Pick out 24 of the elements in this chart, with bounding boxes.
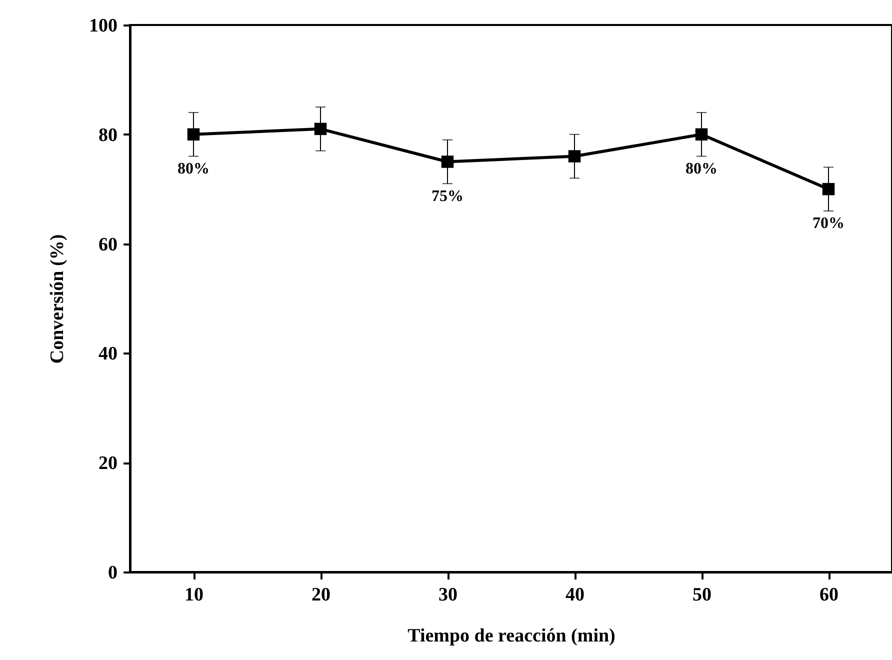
data-label: 80% — [686, 160, 718, 178]
y-tick-label: 40 — [98, 344, 118, 365]
point — [822, 182, 835, 196]
data-label: 80% — [178, 160, 210, 178]
data-label: 70% — [812, 215, 844, 232]
x-tick-label: 10 — [184, 584, 204, 606]
y-tick-label: 100 — [89, 16, 118, 36]
x-tick-label: 20 — [312, 584, 330, 606]
point — [314, 122, 327, 136]
y-tick-label: 0 — [108, 562, 118, 584]
y-axis-title: Conversión (%) — [47, 234, 68, 364]
point — [695, 128, 708, 141]
x-tick-label: 60 — [820, 584, 838, 606]
y-tick-label: 20 — [98, 453, 118, 474]
x-tick-label: 30 — [438, 584, 458, 606]
point — [568, 150, 581, 162]
x-tick-label: 40 — [566, 584, 584, 606]
point — [187, 128, 200, 141]
point — [441, 156, 454, 168]
y-tick-label: 80 — [98, 124, 118, 146]
y-tick-label: 60 — [98, 234, 118, 256]
data-label: 75% — [432, 188, 464, 205]
x-tick-label: 50 — [692, 584, 712, 606]
x-axis-title: Tiempo de reacción (min) — [408, 626, 616, 646]
